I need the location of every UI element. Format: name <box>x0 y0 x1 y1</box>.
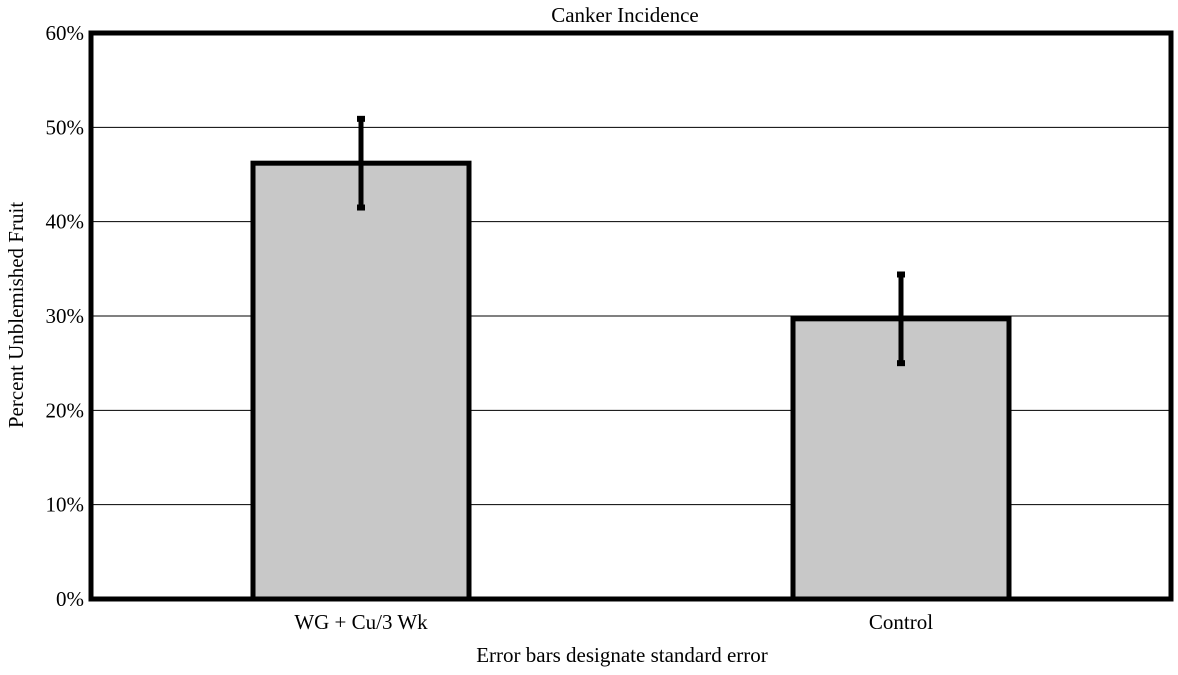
y-tick-label: 50% <box>46 115 85 139</box>
y-tick-label: 30% <box>46 304 85 328</box>
y-tick-label: 0% <box>56 587 84 611</box>
error-bar <box>357 115 365 211</box>
bar <box>250 160 472 602</box>
error-bar-cap-bottom <box>897 360 905 367</box>
y-axis-label: Percent Unblemished Fruit <box>4 202 28 428</box>
error-bar-cap-top <box>357 115 365 122</box>
chart-title: Canker Incidence <box>551 3 699 27</box>
x-axis-label: Error bars designate standard error <box>476 643 768 667</box>
error-bar <box>897 271 905 367</box>
x-tick-label: WG + Cu/3 Wk <box>294 610 428 634</box>
error-bars <box>357 115 905 367</box>
y-tick-label: 20% <box>46 398 85 422</box>
bars <box>250 160 1012 602</box>
y-tick-label: 60% <box>46 21 85 45</box>
x-axis-ticks: WG + Cu/3 Wk Control <box>294 610 933 634</box>
y-axis-ticks: 0% 10% 20% 30% 40% 50% 60% <box>46 21 85 611</box>
error-bar-cap-top <box>897 271 905 278</box>
y-tick-label: 10% <box>46 493 85 517</box>
y-tick-label: 40% <box>46 210 85 234</box>
plot-area-frame <box>88 30 1174 602</box>
error-bar-cap-bottom <box>357 204 365 211</box>
x-tick-label: Control <box>869 610 933 634</box>
